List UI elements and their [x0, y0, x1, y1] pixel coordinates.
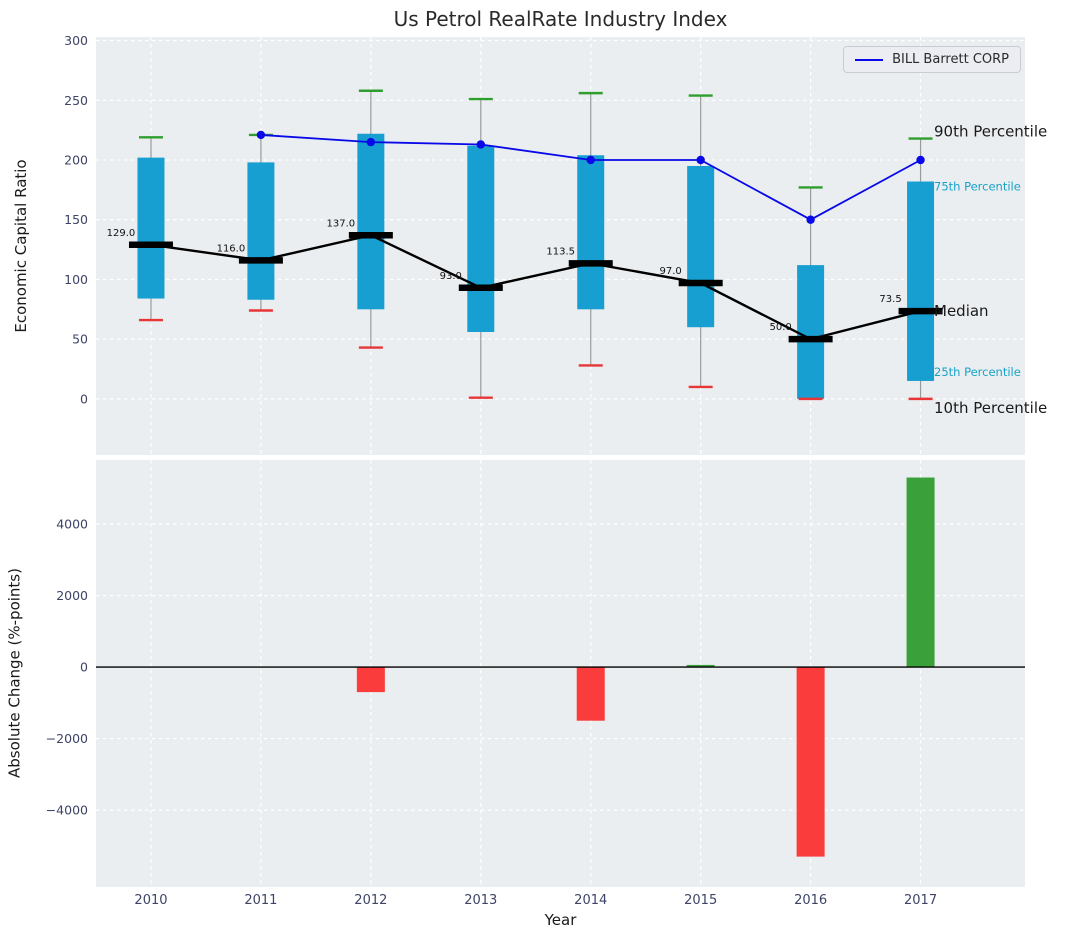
bottom-y-axis-label: Absolute Change (%-points) — [5, 568, 24, 778]
company-line-marker — [806, 215, 815, 224]
percentile-annotation: Median — [934, 302, 989, 320]
top-y-tick-label: 0 — [80, 391, 88, 406]
iqr-box — [687, 165, 715, 328]
percentile-annotation: 90th Percentile — [934, 123, 1047, 141]
bottom-y-tick-label: 2000 — [56, 588, 88, 603]
change-bar — [906, 477, 935, 668]
company-line-marker — [586, 155, 595, 165]
iqr-box — [577, 155, 605, 310]
percentile-annotation: 10th Percentile — [934, 399, 1047, 417]
legend-label: BILL Barrett CORP — [892, 52, 1009, 67]
company-line-marker — [696, 155, 705, 165]
top-y-axis-label: Economic Capital Ratio — [12, 159, 30, 333]
median-value-label: 97.0 — [660, 266, 682, 277]
change-bar — [576, 667, 605, 721]
median-line — [150, 233, 921, 341]
bottom-y-tick-label: 4000 — [56, 517, 88, 532]
legend: BILL Barrett CORP — [843, 46, 1021, 73]
change-bar — [796, 667, 825, 857]
median-value-label: 113.5 — [546, 246, 575, 257]
x-axis-label: Year — [544, 911, 577, 929]
top-y-tick-label: 150 — [64, 212, 88, 227]
top-y-tick-label: 100 — [64, 272, 88, 287]
x-tick-label: 2017 — [904, 893, 937, 908]
x-tick-label: 2016 — [794, 893, 827, 908]
iqr-box — [467, 145, 495, 332]
x-tick-label: 2013 — [464, 893, 497, 908]
company-line-marker — [366, 137, 376, 147]
bottom-plot-background — [96, 460, 1025, 887]
x-tick-label: 2015 — [684, 893, 717, 908]
company-line-marker — [916, 155, 925, 165]
percentile-annotation: 75th Percentile — [934, 180, 1021, 194]
x-tick-label: 2010 — [134, 893, 167, 908]
median-value-label: 73.5 — [879, 294, 901, 305]
median-value-label: 93.0 — [440, 271, 462, 282]
iqr-box — [797, 265, 825, 399]
top-y-tick-label: 250 — [64, 93, 88, 108]
iqr-box — [357, 133, 385, 310]
iqr-box — [137, 157, 165, 299]
company-line-marker — [256, 130, 266, 140]
iqr-box — [247, 162, 275, 300]
top-y-tick-label: 200 — [64, 153, 88, 168]
bottom-y-tick-label: −4000 — [46, 803, 88, 818]
median-value-label: 129.0 — [107, 228, 136, 239]
x-tick-label: 2011 — [244, 893, 277, 908]
change-bar — [686, 664, 715, 668]
legend-line-sample — [855, 58, 884, 61]
x-tick-label: 2014 — [574, 893, 607, 908]
x-tick-label: 2012 — [354, 893, 387, 908]
median-value-label: 137.0 — [327, 218, 356, 229]
median-value-label: 50.0 — [769, 322, 791, 333]
bottom-y-tick-label: 0 — [80, 660, 88, 675]
chart-title: Us Petrol RealRate Industry Index — [393, 7, 728, 31]
median-value-label: 116.0 — [217, 243, 246, 254]
top-y-tick-label: 50 — [72, 332, 88, 347]
iqr-box — [907, 181, 935, 381]
bottom-y-tick-label: −2000 — [46, 731, 88, 746]
top-y-tick-label: 300 — [64, 33, 88, 48]
percentile-annotation: 25th Percentile — [934, 365, 1021, 379]
change-bar — [356, 667, 385, 693]
company-line-marker — [476, 140, 485, 149]
